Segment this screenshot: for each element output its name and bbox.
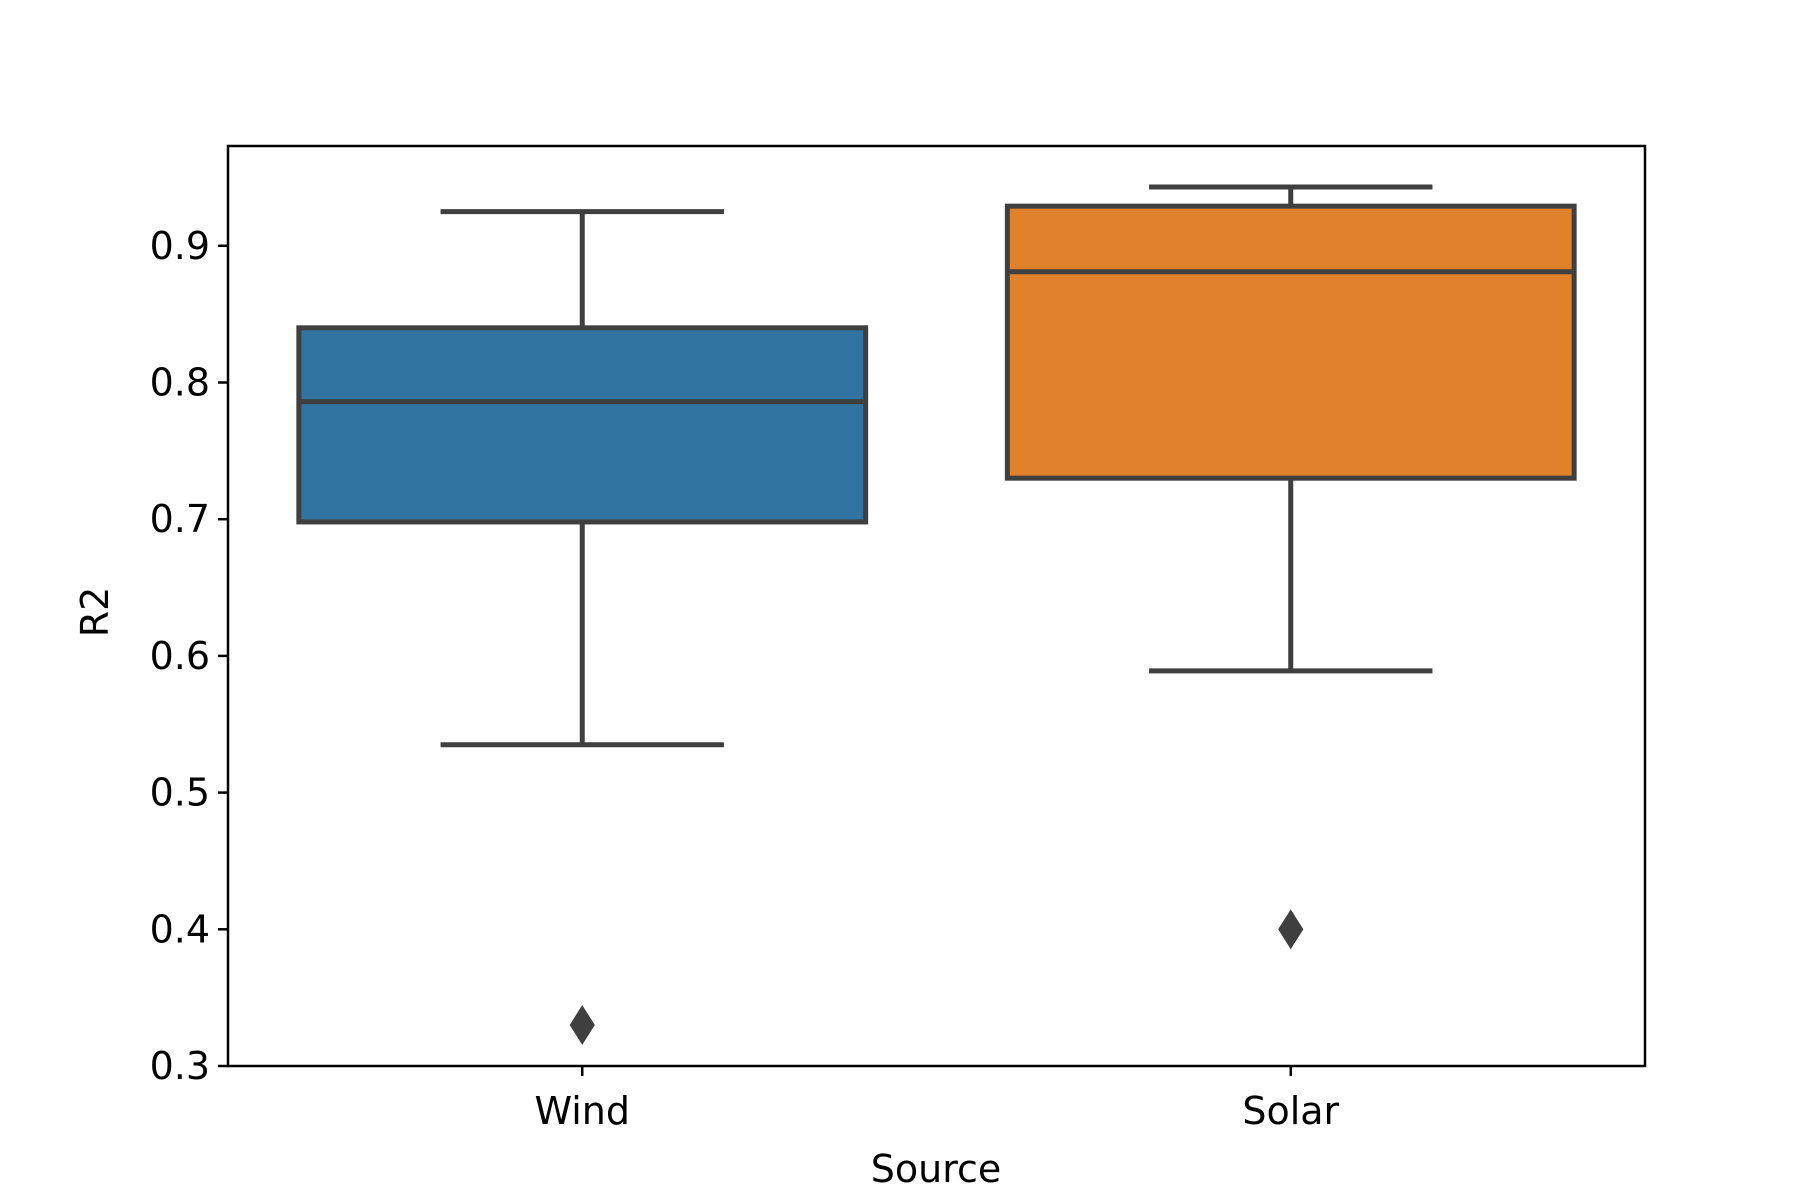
y-tick-label: 0.3 [150,1044,210,1088]
y-axis: 0.3 0.4 0.5 0.6 0.7 0.8 0.9 [150,224,228,1088]
box-group-wind [296,209,869,1045]
x-axis: Wind Solar [534,1066,1340,1133]
axes-frame [226,144,1647,1068]
outlier-point [569,1005,595,1045]
box-group-solar [1004,184,1577,950]
box-iqr [296,325,869,525]
x-tick-label: Solar [1242,1089,1339,1133]
x-tick-label: Wind [534,1089,630,1133]
y-axis-label: R2 [73,587,117,638]
x-axis-label: Source [871,1147,1002,1191]
boxes-layer [296,184,1577,1045]
y-tick-label: 0.7 [150,497,210,541]
y-tick-label: 0.4 [150,907,210,951]
outlier-point [1278,909,1304,950]
y-tick-label: 0.6 [150,634,210,678]
box-iqr [1004,203,1577,481]
y-tick-label: 0.9 [150,224,210,268]
y-tick-label: 0.5 [150,771,210,815]
y-tick-label: 0.8 [150,360,210,404]
